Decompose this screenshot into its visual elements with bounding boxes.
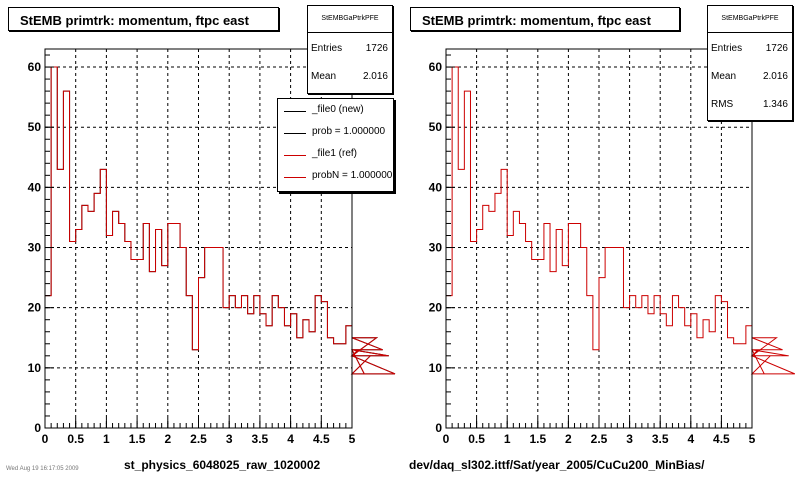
x-tick-label: 1 — [103, 432, 110, 446]
stats-entries-row: Entries 1726 — [711, 42, 788, 56]
stats-label: Mean — [311, 71, 337, 82]
legend-entry: probN = 1.000000 — [278, 167, 393, 187]
y-tick-label: 40 — [28, 180, 42, 194]
title-text: StEMB primtrk: momentum, ftpc east — [422, 13, 651, 28]
stats-value: 1.346 — [762, 99, 788, 110]
legend-entry: _file0 (new) — [278, 101, 393, 121]
stats-value: 1726 — [365, 43, 388, 54]
title-text: StEMB primtrk: momentum, ftpc east — [20, 13, 249, 28]
x-tick-label: 1.5 — [129, 432, 146, 446]
stats-label: Entries — [311, 43, 343, 54]
y-tick-label: 60 — [28, 60, 42, 74]
y-tick-label: 30 — [28, 241, 42, 255]
y-tick-label: 0 — [435, 421, 442, 435]
x-tick-label: 5 — [749, 432, 756, 446]
stats-value: 2.016 — [362, 71, 388, 82]
legend-label: probN = 1.000000 — [312, 170, 393, 181]
y-tick-label: 20 — [429, 301, 443, 315]
x-tick-label: 4.5 — [313, 432, 330, 446]
x-tick-label: 5 — [349, 432, 356, 446]
timestamp-footer: Wed Aug 19 16:17:05 2009 — [6, 466, 79, 472]
legend-line-swatch — [284, 155, 306, 156]
x-tick-label: 0 — [42, 432, 49, 446]
x-tick-label: 3.5 — [252, 432, 269, 446]
stats-mean-row: Mean 2.016 — [711, 70, 788, 84]
x-tick-label: 3 — [226, 432, 233, 446]
histogram-series-line — [44, 66, 396, 428]
y-tick-label: 20 — [28, 301, 42, 315]
y-tick-label: 30 — [429, 241, 443, 255]
x-tick-label: 1 — [504, 432, 511, 446]
y-tick-label: 50 — [28, 120, 42, 134]
legend-entry: prob = 1.000000 — [278, 123, 393, 143]
legend-line-swatch — [284, 177, 306, 178]
x-tick-label: 1.5 — [529, 432, 546, 446]
y-tick-label: 50 — [429, 120, 443, 134]
histogram-title: StEMB primtrk: momentum, ftpc east — [8, 7, 279, 31]
x-tick-label: 4.5 — [713, 432, 730, 446]
stats-rms-row: RMS 1.346 — [711, 98, 788, 112]
y-tick-label: 40 — [429, 180, 443, 194]
y-tick-label: 10 — [429, 361, 443, 375]
legend-line-swatch — [284, 111, 306, 112]
legend-line-swatch — [284, 133, 306, 134]
histogram-title: StEMB primtrk: momentum, ftpc east — [410, 7, 680, 31]
stats-name: StEMBGaPtrkPFE — [308, 6, 392, 33]
x-tick-label: 3 — [626, 432, 633, 446]
stats-name: StEMBGaPtrkPFE — [708, 6, 792, 33]
x-axis-title: dev/daq_sl302.ittf/Sat/year_2005/CuCu200… — [409, 458, 705, 472]
stats-entries-row: Entries 1726 — [311, 42, 388, 56]
legend: _file0 (new) prob = 1.000000 _file1 (ref… — [277, 98, 394, 192]
x-tick-label: 2 — [565, 432, 572, 446]
y-tick-label: 0 — [34, 421, 41, 435]
legend-label: prob = 1.000000 — [312, 126, 386, 137]
stats-mean-row: Mean 2.016 — [311, 70, 388, 84]
x-tick-label: 2 — [164, 432, 171, 446]
stats-value: 2.016 — [762, 71, 788, 82]
legend-entry: _file1 (ref) — [278, 145, 393, 165]
x-axis-title: st_physics_6048025_raw_1020002 — [124, 458, 321, 472]
stats-label: Mean — [711, 71, 737, 82]
y-tick-label: 10 — [28, 361, 42, 375]
histogram-series-line — [445, 66, 796, 428]
legend-label: _file1 (ref) — [312, 148, 358, 159]
stats-box: StEMBGaPtrkPFE Entries 1726 Mean 2.016 R… — [707, 5, 793, 121]
legend-label: _file0 (new) — [312, 104, 364, 115]
x-tick-label: 0.5 — [67, 432, 84, 446]
x-tick-label: 3.5 — [652, 432, 669, 446]
x-tick-label: 4 — [687, 432, 694, 446]
stats-box: StEMBGaPtrkPFE Entries 1726 Mean 2.016 — [307, 5, 393, 94]
stats-label: RMS — [711, 99, 734, 110]
x-tick-label: 4 — [287, 432, 294, 446]
y-tick-label: 60 — [429, 60, 443, 74]
stats-label: Entries — [711, 43, 743, 54]
stats-value: 1726 — [765, 43, 788, 54]
x-tick-label: 2.5 — [190, 432, 207, 446]
x-tick-label: 0.5 — [468, 432, 485, 446]
x-tick-label: 2.5 — [591, 432, 608, 446]
x-tick-label: 0 — [443, 432, 450, 446]
